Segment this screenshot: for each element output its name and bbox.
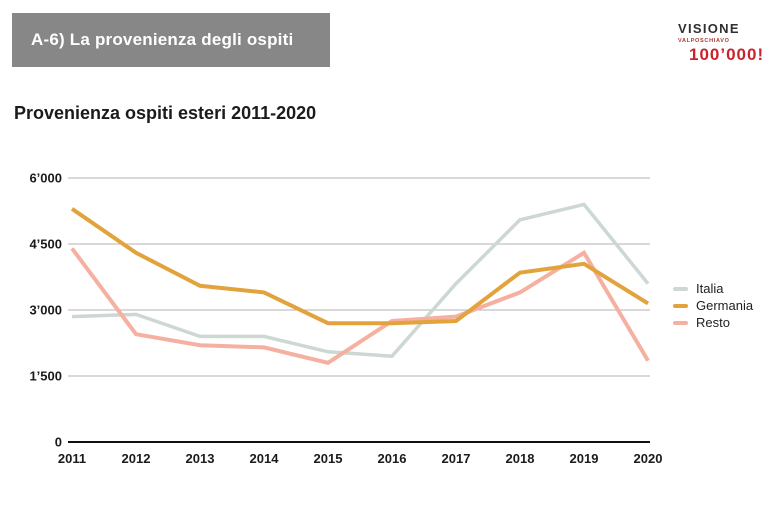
legend-swatch-icon xyxy=(673,286,688,291)
legend-swatch-icon xyxy=(673,320,688,325)
x-tick-label: 2016 xyxy=(378,451,407,466)
x-tick-label: 2017 xyxy=(442,451,471,466)
x-tick-label: 2013 xyxy=(186,451,215,466)
legend-item-germania: Germania xyxy=(673,297,753,314)
visione-valposchiavo-logo: VISIONE VALPOSCHIAVO 100’000! xyxy=(678,22,773,63)
y-tick-label: 6’000 xyxy=(29,171,62,186)
x-tick-label: 2014 xyxy=(250,451,280,466)
section-title: A-6) La provenienza degli ospiti xyxy=(31,30,294,49)
logo-brand-text: VISIONE xyxy=(678,21,740,36)
legend-item-italia: Italia xyxy=(673,280,753,297)
series-line-italia xyxy=(71,202,650,359)
legend-label: Resto xyxy=(696,315,730,330)
chart-title: Provenienza ospiti esteri 2011-2020 xyxy=(14,103,317,123)
x-tick-label: 2019 xyxy=(570,451,599,466)
legend-label: Italia xyxy=(696,281,724,296)
y-tick-label: 1’500 xyxy=(29,369,62,384)
y-tick-label: 0 xyxy=(55,435,62,450)
legend-item-resto: Resto xyxy=(673,314,753,331)
x-tick-label: 2011 xyxy=(58,451,86,466)
x-tick-label: 2018 xyxy=(506,451,535,466)
section-header: A-6) La provenienza degli ospiti xyxy=(12,13,330,67)
logo-slogan-text: 100’000! xyxy=(689,44,765,64)
series-line-germania xyxy=(70,207,650,326)
y-tick-label: 4’500 xyxy=(29,237,62,252)
legend-label: Germania xyxy=(696,298,754,313)
chart-legend: Italia Germania Resto xyxy=(673,280,753,331)
logo-subbrand-text: VALPOSCHIAVO xyxy=(678,38,730,44)
x-tick-label: 2012 xyxy=(122,451,151,466)
y-tick-label: 3’000 xyxy=(29,303,62,318)
x-tick-label: 2020 xyxy=(634,451,663,466)
series-line-resto xyxy=(70,247,650,365)
legend-swatch-icon xyxy=(673,303,688,308)
x-tick-label: 2015 xyxy=(314,451,343,466)
